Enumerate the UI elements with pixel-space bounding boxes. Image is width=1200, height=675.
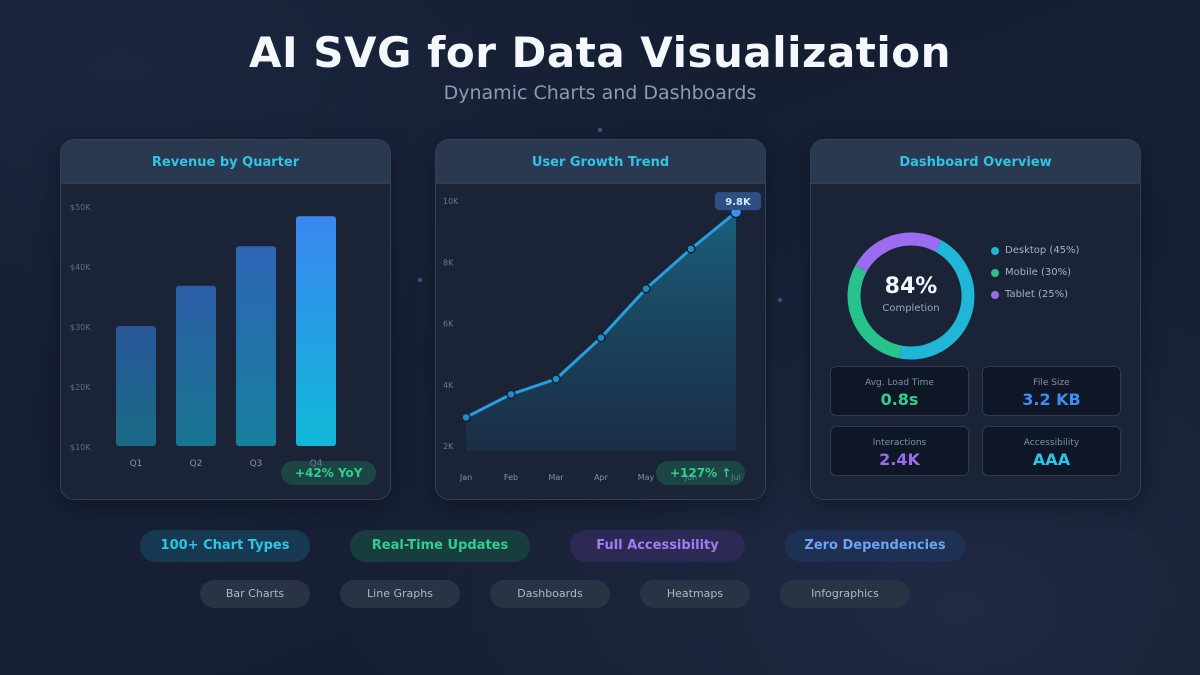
donut-slice-tablet[interactable] bbox=[855, 232, 942, 273]
legend-dot-tablet bbox=[991, 290, 999, 299]
revenue-bar[interactable] bbox=[176, 285, 216, 446]
legend-label: Tablet (25%) bbox=[1005, 289, 1068, 300]
dashboard-card: Dashboard Overview 84% Completion Deskto… bbox=[810, 139, 1141, 500]
line-x-label: Jan bbox=[459, 473, 472, 482]
bar-x-label: Q4 bbox=[310, 459, 323, 469]
page-subtitle: Dynamic Charts and Dashboards bbox=[443, 82, 757, 104]
feature-accessibility[interactable]: Full Accessibility bbox=[570, 530, 745, 562]
stat-load-time: Avg. Load Time 0.8s bbox=[830, 366, 969, 416]
bar-y-tick: $40K bbox=[70, 263, 91, 272]
stat-value: 3.2 KB bbox=[1022, 390, 1081, 409]
bar-y-tick: $50K bbox=[70, 203, 91, 212]
feature-zero-deps[interactable]: Zero Dependencies bbox=[785, 530, 965, 562]
growth-badge: +127% ↑ bbox=[656, 461, 746, 485]
callout-value: 9.8K bbox=[725, 197, 752, 208]
revenue-bar[interactable] bbox=[116, 326, 156, 446]
line-x-label: Feb bbox=[504, 473, 518, 482]
tag-bar-charts[interactable]: Bar Charts bbox=[200, 580, 310, 608]
growth-point[interactable] bbox=[641, 283, 651, 294]
decorative-dot bbox=[778, 298, 782, 302]
stat-file-size: File Size 3.2 KB bbox=[982, 366, 1121, 416]
line-y-tick: 8K bbox=[443, 258, 454, 267]
line-x-label: Jul bbox=[730, 473, 741, 482]
completion-value: 84% bbox=[885, 274, 938, 299]
growth-point[interactable] bbox=[596, 332, 606, 343]
revenue-bar-chart: $50K $40K $30K $20K $10K Q1 Q2 Q3 Q4 bbox=[70, 203, 336, 469]
growth-line-chart: 10K 8K 6K 4K 2K Jan Feb Mar Apr May Jun Jul 9.8K bbox=[443, 192, 761, 482]
growth-card: User Growth Trend 10K 8K 6K 4K 2K Jan Feb Mar Ap… bbox=[435, 139, 766, 500]
feature-chart-types[interactable]: 100+ Chart Types bbox=[140, 530, 310, 562]
legend-mobile: Mobile (30%) bbox=[991, 267, 1071, 278]
line-y-tick: 6K bbox=[443, 320, 454, 329]
tag-heatmaps[interactable]: Heatmaps bbox=[640, 580, 750, 608]
revenue-bar[interactable] bbox=[296, 216, 336, 446]
revenue-bar[interactable] bbox=[236, 246, 276, 446]
line-x-label: May bbox=[638, 473, 655, 482]
bar-x-label: Q2 bbox=[190, 459, 203, 469]
revenue-growth-badge: +42% YoY bbox=[281, 461, 377, 485]
feature-real-time[interactable]: Real-Time Updates bbox=[350, 530, 530, 562]
stat-value: 2.4K bbox=[879, 450, 920, 469]
stat-accessibility: Accessibility AAA bbox=[982, 426, 1121, 476]
device-donut-chart: 84% Completion bbox=[847, 232, 975, 360]
page-title: AI SVG for Data Visualization bbox=[248, 28, 952, 77]
decorative-dot bbox=[418, 278, 422, 282]
bar-y-tick: $30K bbox=[70, 323, 91, 332]
donut-slice-desktop[interactable] bbox=[899, 240, 975, 360]
stat-value: AAA bbox=[1032, 450, 1071, 469]
callout-box bbox=[715, 192, 761, 211]
growth-area bbox=[466, 212, 736, 451]
stat-label: Interactions bbox=[872, 438, 927, 448]
bar-y-tick: $20K bbox=[70, 383, 91, 392]
stat-label: Accessibility bbox=[1023, 438, 1080, 448]
stat-interactions: Interactions 2.4K bbox=[830, 426, 969, 476]
revenue-card: Revenue by Quarter $50K $40K $30K $20K $10K Q… bbox=[60, 139, 391, 500]
growth-point[interactable] bbox=[551, 374, 561, 384]
stat-label: Avg. Load Time bbox=[865, 378, 934, 388]
bar-x-label: Q3 bbox=[250, 459, 263, 469]
legend-label: Mobile (30%) bbox=[1005, 267, 1072, 278]
line-x-label: Apr bbox=[594, 473, 609, 482]
tag-line-graphs[interactable]: Line Graphs bbox=[340, 580, 460, 608]
tag-infographics[interactable]: Infographics bbox=[780, 580, 910, 608]
dashboard-card-title: Dashboard Overview bbox=[811, 140, 1140, 184]
growth-point[interactable] bbox=[506, 389, 516, 400]
line-x-label: Mar bbox=[548, 473, 564, 482]
legend-dot-desktop bbox=[991, 246, 999, 255]
growth-card-title: User Growth Trend bbox=[436, 140, 765, 184]
legend-label: Desktop (45%) bbox=[1005, 245, 1080, 256]
donut-slice-mobile[interactable] bbox=[847, 265, 902, 359]
legend-tablet: Tablet (25%) bbox=[991, 289, 1068, 300]
line-y-tick: 2K bbox=[443, 442, 454, 451]
growth-point[interactable] bbox=[461, 412, 471, 423]
line-y-tick: 4K bbox=[443, 381, 454, 390]
bar-y-tick: $10K bbox=[70, 443, 91, 452]
line-x-label: Jun bbox=[684, 473, 698, 482]
stat-label: File Size bbox=[1033, 378, 1070, 388]
stat-value: 0.8s bbox=[880, 390, 919, 409]
completion-label: Completion bbox=[882, 303, 939, 314]
decorative-dot bbox=[598, 128, 602, 132]
growth-point[interactable] bbox=[686, 244, 696, 254]
line-y-tick: 10K bbox=[443, 197, 459, 206]
revenue-card-title: Revenue by Quarter bbox=[61, 140, 390, 184]
bar-x-label: Q1 bbox=[130, 459, 143, 469]
legend-desktop: Desktop (45%) bbox=[991, 245, 1079, 256]
tag-dashboards[interactable]: Dashboards bbox=[490, 580, 610, 608]
legend-dot-mobile bbox=[991, 268, 999, 277]
